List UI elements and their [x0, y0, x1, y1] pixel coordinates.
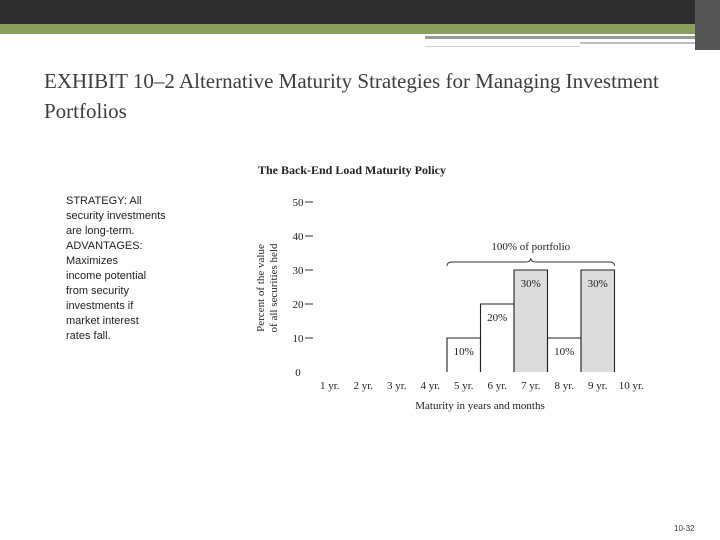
x-tick-label: 7 yr.: [521, 380, 541, 392]
y-tick-label: 20: [293, 299, 305, 311]
bar-value-label: 10%: [454, 346, 474, 358]
bar-value-label: 30%: [521, 278, 541, 290]
x-tick-label: 3 yr.: [387, 380, 407, 392]
portfolio-annotation: 100% of portfolio: [491, 241, 570, 253]
strategy-line: market interest: [66, 315, 139, 327]
bar: [514, 270, 548, 372]
y-axis-label: of all securities held: [268, 243, 280, 332]
strategy-line: Maximizes: [66, 255, 118, 267]
bar-value-label: 30%: [588, 278, 608, 290]
strategy-line: STRATEGY: All: [66, 195, 142, 207]
y-tick-label: 40: [293, 231, 305, 243]
y-tick-label: 0: [295, 367, 301, 379]
strategy-text: STRATEGY: All security investments are l…: [66, 194, 186, 344]
x-tick-label: 2 yr.: [353, 380, 373, 392]
x-tick-label: 10 yr.: [619, 380, 644, 392]
y-tick-label: 50: [293, 197, 305, 209]
chart-title: The Back-End Load Maturity Policy: [258, 163, 446, 177]
strategy-line: rates fall.: [66, 330, 111, 342]
bar-outline: [580, 269, 616, 372]
strategy-line: investments if: [66, 300, 134, 312]
y-tick-label: 10: [293, 333, 305, 345]
slide-title: EXHIBIT 10–2 Alternative Maturity Strate…: [44, 69, 659, 123]
top-bar: [0, 0, 720, 24]
decorative-line: [425, 46, 580, 47]
strategy-line: ADVANTAGES:: [66, 240, 143, 252]
slide-number: 10-32: [674, 524, 695, 533]
strategy-line: security investments: [66, 210, 166, 222]
strategy-line: are long-term.: [66, 225, 135, 237]
y-axis-label: Percent of the value: [255, 244, 267, 332]
x-axis-label: Maturity in years and months: [415, 400, 545, 412]
bar-value-label: 20%: [487, 312, 507, 324]
x-tick-label: 4 yr.: [420, 380, 440, 392]
x-tick-label: 1 yr.: [320, 380, 340, 392]
x-tick-label: 6 yr.: [487, 380, 507, 392]
bar-outline: [513, 269, 549, 372]
decorative-line: [425, 36, 695, 39]
bar: [581, 270, 615, 372]
accent-bar: [0, 24, 695, 34]
bar-value-label: 10%: [554, 346, 574, 358]
x-tick-label: 9 yr.: [588, 380, 608, 392]
top-right-block: [695, 0, 720, 50]
x-tick-label: 5 yr.: [454, 380, 474, 392]
strategy-line: income potential: [66, 270, 147, 282]
y-tick-label: 30: [293, 265, 305, 277]
decorative-line: [580, 42, 695, 44]
strategy-line: from security: [66, 285, 129, 297]
portfolio-brace: [446, 257, 615, 267]
x-tick-label: 8 yr.: [554, 380, 574, 392]
